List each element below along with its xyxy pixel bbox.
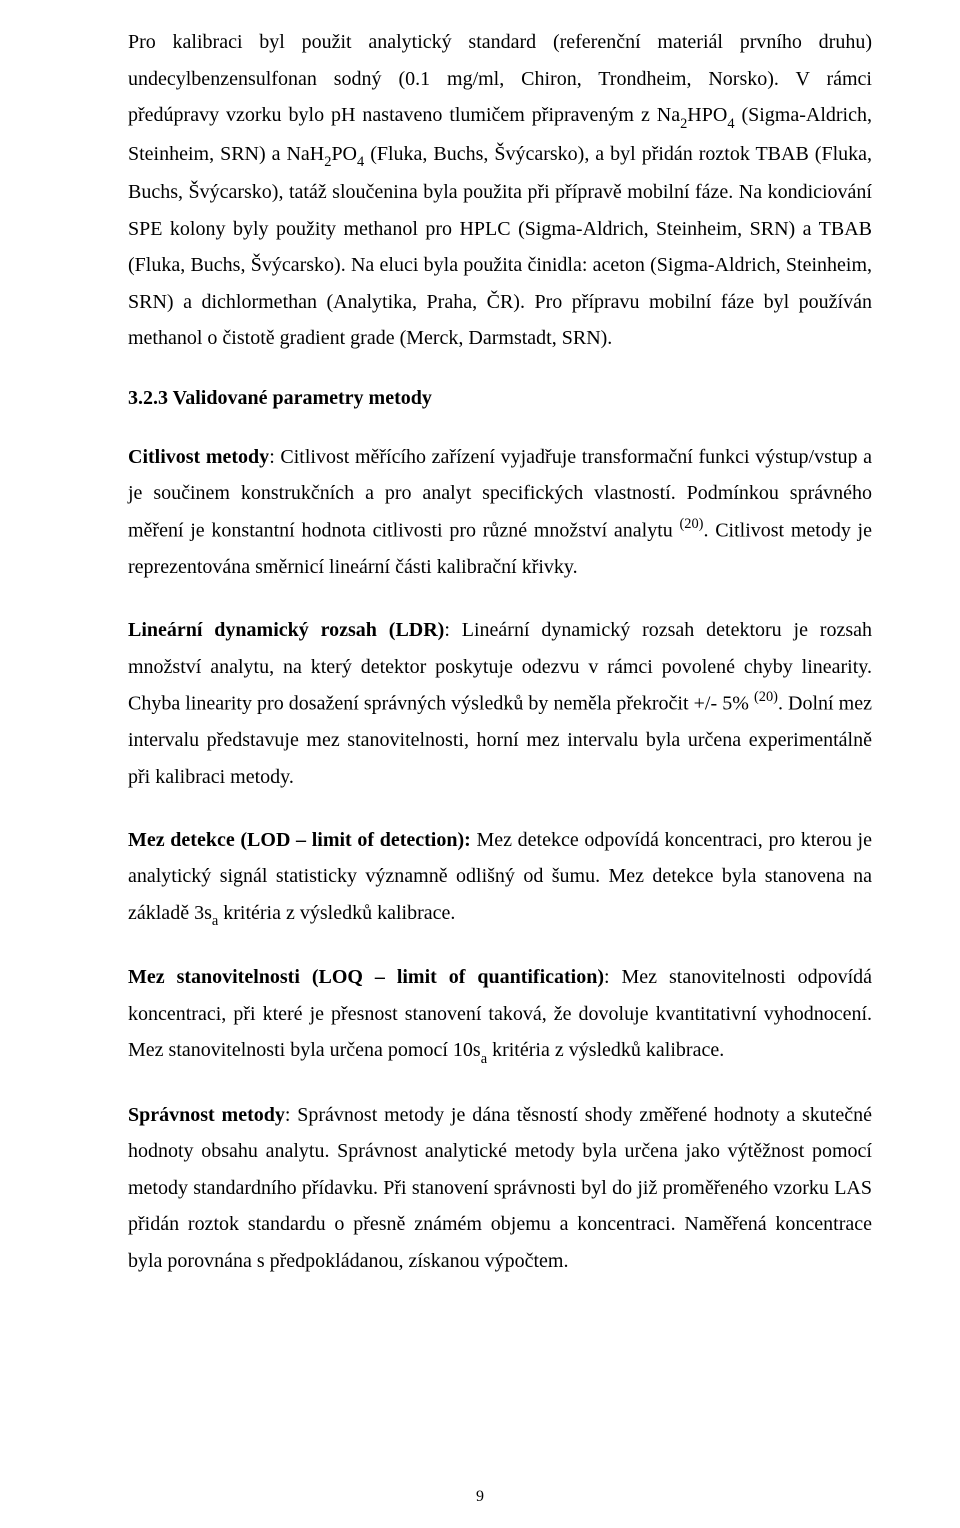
subscript: 2 (680, 116, 687, 132)
reference-superscript: (20) (754, 689, 778, 705)
subscript: a (481, 1051, 487, 1067)
term: Citlivost metody (128, 446, 269, 468)
text: kritéria z výsledků kalibrace. (487, 1039, 724, 1061)
subscript: 4 (357, 154, 364, 170)
ldr-paragraph: Lineární dynamický rozsah (LDR): Lineárn… (128, 612, 872, 796)
term: Lineární dynamický rozsah (LDR) (128, 619, 444, 641)
text: kritéria z výsledků kalibrace. (218, 902, 455, 924)
subscript: 2 (324, 154, 331, 170)
term: Mez stanovitelnosti (LOQ – limit of quan… (128, 966, 604, 988)
loq-paragraph: Mez stanovitelnosti (LOQ – limit of quan… (128, 959, 872, 1071)
text: : Správnost metody je dána těsností shod… (128, 1104, 872, 1272)
text: PO (331, 143, 357, 165)
term: Mez detekce (LOD – limit of detection): (128, 829, 471, 851)
reference-superscript: (20) (680, 516, 704, 532)
text: HPO (687, 104, 727, 126)
accuracy-paragraph: Správnost metody: Správnost metody je dá… (128, 1097, 872, 1280)
subscript: a (212, 913, 218, 929)
section-heading: 3.2.3 Validované parametry metody (128, 383, 872, 413)
subscript: 4 (727, 116, 734, 132)
sensitivity-paragraph: Citlivost metody: Citlivost měřícího zař… (128, 439, 872, 586)
term: Správnost metody (128, 1104, 285, 1126)
page-number: 9 (0, 1488, 960, 1506)
intro-paragraph: Pro kalibraci byl použit analytický stan… (128, 24, 872, 357)
lod-paragraph: Mez detekce (LOD – limit of detection): … (128, 822, 872, 934)
text: (Fluka, Buchs, Švýcarsko), a byl přidán … (128, 143, 872, 350)
